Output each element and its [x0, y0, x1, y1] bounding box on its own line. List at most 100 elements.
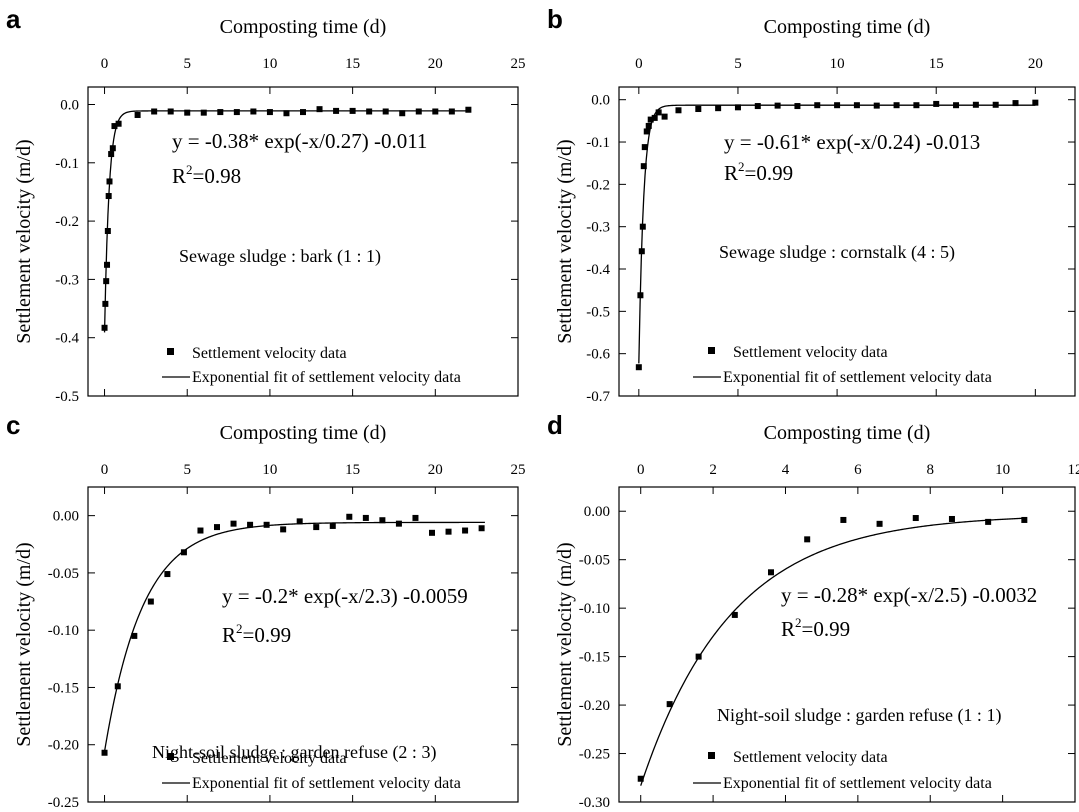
data-point: [395, 520, 402, 527]
data-point: [102, 300, 109, 307]
data-point: [715, 105, 722, 112]
data-point: [695, 653, 702, 660]
data-point: [412, 514, 419, 521]
y-tick-label: -0.05: [48, 566, 79, 582]
data-point: [913, 102, 920, 109]
data-point: [661, 113, 668, 120]
data-point: [366, 108, 373, 115]
y-tick-label: -0.20: [48, 738, 79, 754]
data-point: [638, 248, 645, 255]
y-tick-label: 0.0: [60, 97, 79, 113]
legend-label-data: Settlement velocity data: [192, 345, 347, 362]
data-point: [101, 324, 108, 331]
chart-panel-d: Composting time (d) 0 2 4 6 8 10 12 0.00 -0.05 -0.…: [541, 406, 1079, 812]
data-point: [346, 513, 353, 520]
data-point: [465, 106, 472, 113]
plot-frame: [87, 486, 519, 803]
data-point: [666, 701, 673, 708]
data-point: [731, 611, 738, 618]
data-point: [834, 102, 841, 109]
y-tick-label: -0.4: [586, 262, 610, 278]
x-axis-title: Composting time (d): [220, 16, 387, 38]
legend-label-fit: Exponential fit of settlement velocity d…: [192, 369, 461, 386]
x-tick-label: 12: [1068, 462, 1079, 478]
x-tick-label: 15: [929, 56, 944, 72]
r-squared-exponent: 2: [236, 621, 243, 636]
chart-svg-c: Composting time (d) 0 5 10 15 20 25 0.00 -0.05 -0…: [13, 422, 526, 811]
data-point: [893, 102, 900, 109]
r-squared-symbol: R: [781, 617, 795, 641]
data-point: [247, 521, 254, 528]
y-tick-label: -0.5: [55, 389, 79, 405]
x-tick-label: 6: [854, 462, 862, 478]
data-point: [333, 107, 340, 114]
r-squared-symbol: R: [172, 164, 186, 188]
chart-panel-a: Composting time (d) 0 5 10 15 20 25 0.0 -0.1 -0.2…: [0, 0, 538, 406]
data-point: [379, 517, 386, 524]
data-point: [300, 109, 306, 116]
data-point: [106, 178, 113, 185]
legend-label-fit: Exponential fit of settlement velocity d…: [192, 775, 461, 792]
data-point: [362, 514, 369, 521]
data-point: [280, 526, 287, 533]
r-squared: R2=0.98: [172, 162, 241, 188]
data-point: [114, 683, 121, 690]
x-tick-label: 4: [782, 462, 790, 478]
data-point: [948, 515, 955, 522]
r-squared: R2=0.99: [222, 621, 291, 647]
data-point: [266, 109, 273, 116]
data-point: [109, 145, 116, 152]
data-point: [853, 102, 860, 109]
plot-frame: [618, 86, 1076, 397]
data-point: [695, 106, 702, 113]
x-tick-label: 25: [511, 56, 526, 72]
data-point: [1032, 99, 1039, 106]
data-point: [233, 109, 240, 116]
data-point: [313, 524, 320, 531]
chart-svg-d: Composting time (d) 0 2 4 6 8 10 12 0.00 -0.05 -0.…: [554, 422, 1079, 811]
data-point: [101, 749, 108, 756]
data-point: [641, 144, 648, 151]
data-point: [1021, 516, 1028, 523]
data-point: [415, 108, 422, 115]
legend-label-fit: Exponential fit of settlement velocity d…: [723, 369, 992, 386]
x-tick-label: 5: [734, 56, 742, 72]
x-axis-title: Composting time (d): [764, 16, 931, 38]
fit-curve: [640, 517, 1025, 786]
r-squared-symbol: R: [724, 161, 738, 185]
legend-marker-data: [167, 348, 174, 355]
y-tick-label: -0.5: [586, 304, 610, 320]
x-tick-label: 2: [709, 462, 717, 478]
panel-label: d: [547, 410, 563, 440]
y-tick-label: 0.0: [591, 93, 610, 109]
x-tick-label: 10: [262, 462, 277, 478]
data-point: [296, 518, 303, 525]
legend-label-fit: Exponential fit of settlement velocity d…: [723, 775, 992, 792]
y-tick-label: -0.2: [586, 177, 610, 193]
x-tick-label: 20: [1028, 56, 1043, 72]
data-point: [429, 529, 435, 536]
r-squared-value: =0.98: [193, 164, 242, 188]
data-point: [655, 109, 662, 116]
x-tick-label: 5: [183, 56, 191, 72]
y-tick-label: -0.30: [579, 795, 610, 811]
y-tick-label: -0.4: [55, 331, 79, 347]
data-point: [445, 528, 452, 535]
y-axis-title: Settlement velocity (m/d): [554, 542, 576, 746]
fit-curve: [103, 521, 485, 752]
y-tick-label: -0.3: [55, 272, 79, 288]
data-point: [217, 109, 224, 116]
data-point: [147, 598, 154, 605]
data-point: [105, 193, 112, 200]
data-point: [876, 520, 883, 527]
data-point: [164, 571, 171, 578]
data-point: [804, 536, 811, 543]
data-point: [651, 114, 658, 121]
data-point: [115, 120, 122, 127]
data-point: [214, 524, 220, 531]
x-tick-label: 8: [926, 462, 934, 478]
x-tick-label: 0: [101, 56, 109, 72]
data-point: [774, 102, 781, 109]
y-tick-label: -0.1: [586, 135, 610, 151]
data-point: [448, 108, 455, 115]
